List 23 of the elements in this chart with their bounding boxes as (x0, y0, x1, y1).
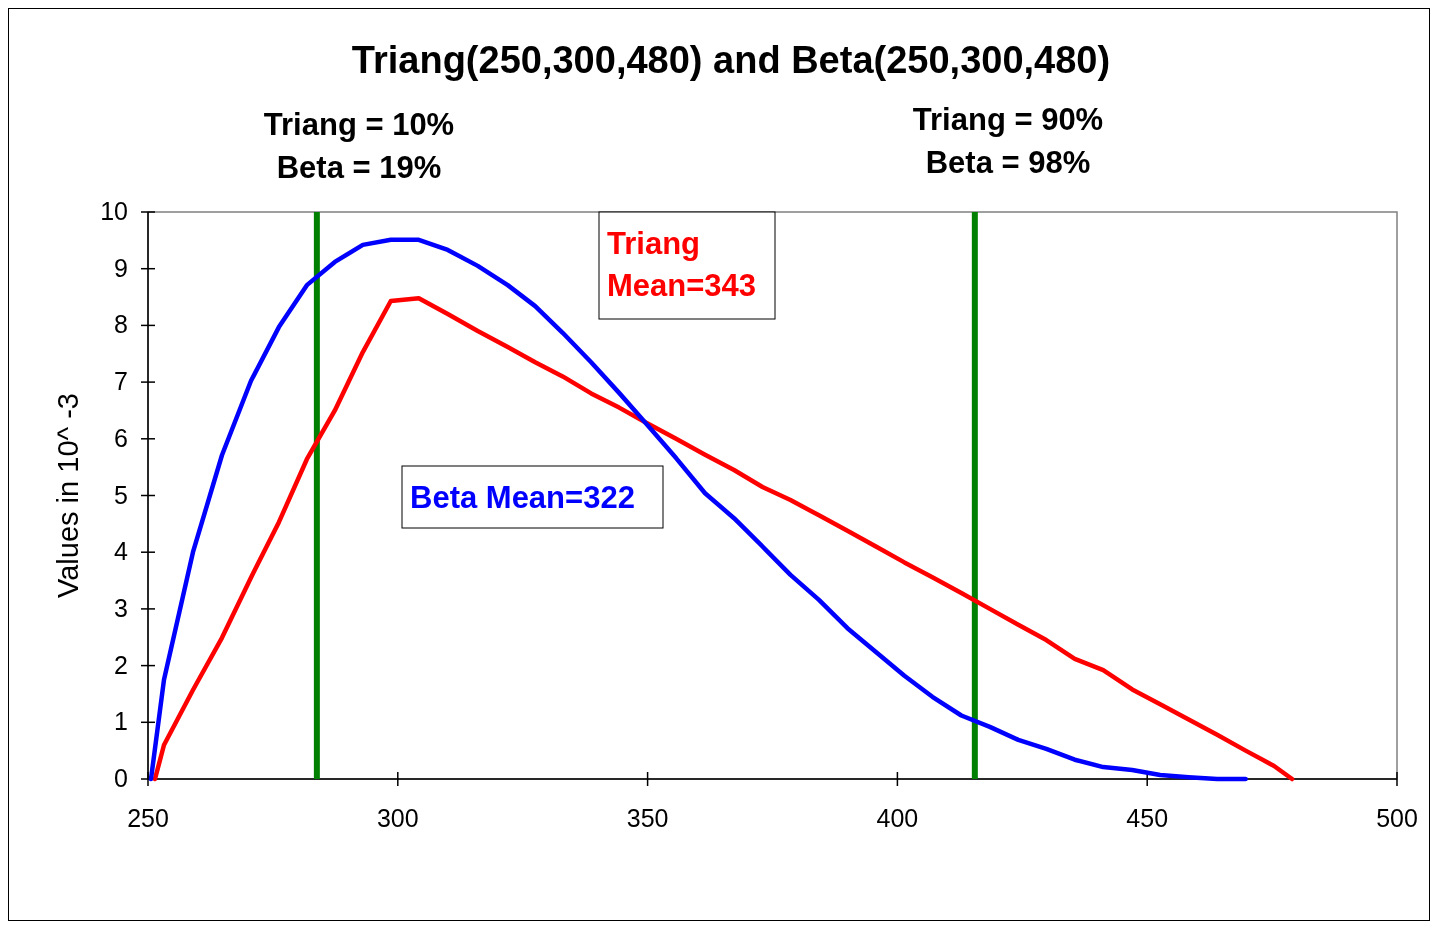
series-label: Beta Mean=322 (410, 480, 635, 515)
chart-title: Triang(250,300,480) and Beta(250,300,480) (351, 39, 1111, 81)
y-tick-label: 1 (114, 707, 128, 736)
y-axis-title: Values in 10^ -3 (52, 393, 84, 598)
x-tick-label: 500 (1376, 804, 1418, 832)
y-tick-label: 0 (114, 764, 128, 792)
y-tick-label: 7 (114, 367, 128, 396)
text: Triang Mean=343 (607, 226, 757, 303)
y-tick-label: 10 (100, 197, 128, 225)
x-tick-label: 400 (876, 804, 919, 832)
text: Triang = 10% Beta = 19% (263, 107, 455, 185)
x-tick-label: 250 (127, 804, 169, 832)
y-tick-label: 9 (114, 253, 128, 282)
x-tick-label: 300 (376, 804, 419, 832)
y-tick-label: 6 (114, 423, 128, 452)
y-tick-label: 5 (114, 480, 128, 509)
x-tick-label: 350 (626, 804, 669, 832)
y-tick-label: 2 (114, 650, 128, 679)
text: Triang = 90% Beta = 98% (912, 102, 1104, 180)
y-tick-label: 8 (114, 310, 128, 339)
y-tick-label: 3 (114, 593, 128, 622)
y-tick-label: 4 (114, 537, 129, 566)
x-tick-label: 450 (1126, 804, 1169, 832)
